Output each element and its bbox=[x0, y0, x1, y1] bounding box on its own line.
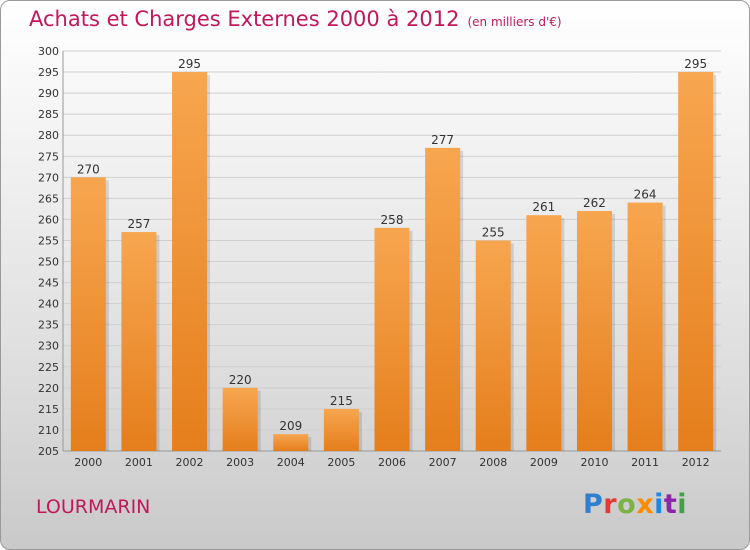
y-tick-label: 220 bbox=[38, 382, 59, 395]
y-tick-label: 275 bbox=[38, 150, 59, 163]
y-tick-label: 270 bbox=[38, 171, 59, 184]
bar bbox=[323, 408, 359, 451]
data-label: 255 bbox=[482, 225, 505, 239]
y-tick-label: 225 bbox=[38, 361, 59, 374]
data-label: 277 bbox=[431, 133, 454, 147]
x-tick-label: 2007 bbox=[429, 456, 457, 469]
bar bbox=[273, 434, 309, 451]
bar bbox=[678, 72, 714, 451]
y-tick-label: 235 bbox=[38, 319, 59, 332]
bar bbox=[70, 177, 106, 451]
x-tick-label: 2003 bbox=[226, 456, 254, 469]
data-label: 295 bbox=[684, 57, 707, 71]
y-tick-label: 255 bbox=[38, 234, 59, 247]
bar bbox=[121, 232, 157, 451]
x-tick-label: 2005 bbox=[327, 456, 355, 469]
y-tick-label: 240 bbox=[38, 298, 59, 311]
city-name: LOURMARIN bbox=[36, 496, 151, 518]
bar bbox=[425, 147, 461, 451]
bar bbox=[172, 72, 208, 451]
y-tick-label: 250 bbox=[38, 256, 59, 269]
y-tick-label: 265 bbox=[38, 192, 59, 205]
data-label: 209 bbox=[279, 419, 302, 433]
bar bbox=[374, 227, 410, 451]
x-tick-label: 2000 bbox=[74, 456, 102, 469]
x-tick-label: 2002 bbox=[176, 456, 204, 469]
y-tick-label: 295 bbox=[38, 66, 59, 79]
data-label: 220 bbox=[229, 373, 252, 387]
y-tick-label: 245 bbox=[38, 277, 59, 290]
x-tick-label: 2010 bbox=[580, 456, 608, 469]
x-tick-label: 2001 bbox=[125, 456, 153, 469]
data-label: 215 bbox=[330, 394, 353, 408]
bar bbox=[475, 240, 511, 451]
chart-title: Achats et Charges Externes 2000 à 2012 (e… bbox=[29, 7, 562, 31]
y-tick-label: 290 bbox=[38, 87, 59, 100]
bar bbox=[576, 211, 612, 451]
chart-subtitle: (en milliers d'€) bbox=[467, 15, 562, 29]
x-tick-label: 2008 bbox=[479, 456, 507, 469]
y-tick-label: 280 bbox=[38, 129, 59, 142]
x-tick-label: 2011 bbox=[631, 456, 659, 469]
bar bbox=[627, 202, 663, 451]
y-tick-label: 205 bbox=[38, 445, 59, 458]
data-label: 261 bbox=[532, 200, 555, 214]
proxiti-logo: Proxiti bbox=[583, 489, 688, 520]
x-tick-label: 2012 bbox=[682, 456, 710, 469]
x-tick-label: 2009 bbox=[530, 456, 558, 469]
y-tick-label: 260 bbox=[38, 213, 59, 226]
data-label: 264 bbox=[634, 188, 657, 202]
data-label: 262 bbox=[583, 196, 606, 210]
x-tick-label: 2004 bbox=[277, 456, 305, 469]
y-tick-label: 215 bbox=[38, 403, 59, 416]
bar bbox=[222, 387, 258, 451]
y-tick-label: 300 bbox=[38, 45, 59, 58]
data-label: 270 bbox=[77, 162, 100, 176]
bar bbox=[526, 215, 562, 451]
y-tick-label: 210 bbox=[38, 424, 59, 437]
data-label: 295 bbox=[178, 57, 201, 71]
chart-title-text: Achats et Charges Externes 2000 à 2012 bbox=[29, 7, 460, 31]
y-tick-label: 285 bbox=[38, 108, 59, 121]
data-label: 257 bbox=[127, 217, 150, 231]
data-label: 258 bbox=[381, 213, 404, 227]
x-tick-label: 2006 bbox=[378, 456, 406, 469]
y-tick-label: 230 bbox=[38, 340, 59, 353]
